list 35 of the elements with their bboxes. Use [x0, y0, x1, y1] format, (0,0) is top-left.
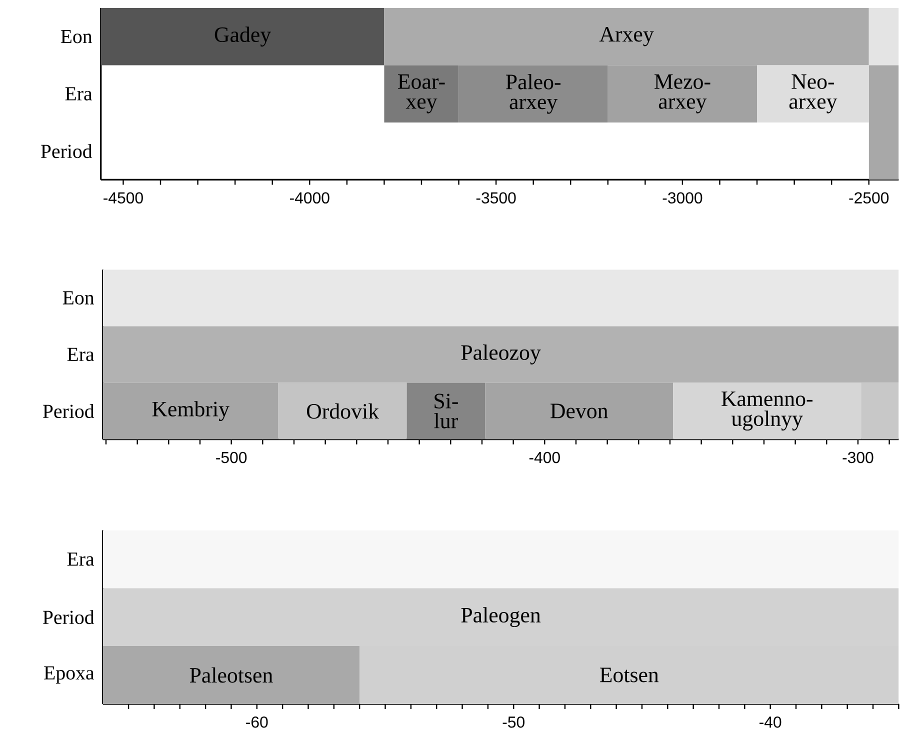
x-tick-label: -3000 [662, 192, 702, 204]
data-label: Eotsen [600, 668, 659, 682]
y-tick-label: Period [42, 404, 94, 418]
x-tick-label: -300 [842, 452, 874, 464]
y-tick-label: Era [65, 87, 92, 101]
data-label: Paleotsen [190, 667, 273, 683]
x-tick-label: -4000 [290, 192, 330, 204]
data-label: Gadey [214, 26, 272, 47]
data-label: Arxey [599, 27, 654, 46]
y-tick-label: Era [67, 348, 94, 362]
y-tick-label: Era [67, 552, 94, 566]
y-tick-label: Period [40, 144, 92, 158]
y-tick-label: Eon [60, 30, 92, 44]
data-label: Eoar- xey [398, 74, 445, 114]
y-tick-label: Period [42, 610, 94, 624]
data-label: Mezo- arxey [654, 74, 710, 114]
data-label: Kamenno- ugolnyy [722, 392, 813, 431]
data-label: Si- lur [434, 394, 458, 428]
x-tick-label: -50 [502, 716, 524, 728]
x-tick-label: -60 [246, 716, 268, 728]
data-label: Ordovik [306, 403, 380, 419]
x-tick-label: -4500 [104, 192, 143, 204]
data-label: Neo- arxey [789, 74, 838, 114]
data-label: Paleo- arxey [506, 74, 561, 114]
x-tick-label: -3500 [476, 192, 516, 204]
y-tick-label: Eon [62, 291, 94, 305]
x-tick-label: -400 [529, 452, 560, 464]
x-tick-label: -2500 [849, 192, 889, 204]
data-label: Kembriy [152, 401, 230, 422]
data-label: Devon [550, 404, 608, 418]
x-tick-label: -40 [760, 716, 782, 728]
data-label: Paleozoy [461, 344, 541, 364]
x-tick-label: -500 [216, 452, 247, 464]
y-tick-label: Epoxa [44, 666, 94, 684]
data-label: Paleogen [461, 607, 541, 628]
